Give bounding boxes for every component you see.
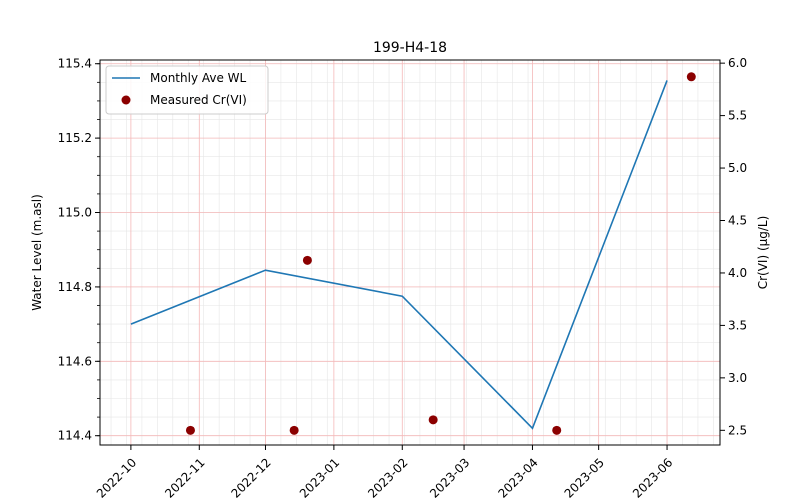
cr6-point — [302, 255, 312, 265]
cr6-point — [428, 415, 438, 425]
right-y-tick-label: 5.0 — [728, 161, 747, 175]
right-axis-label: Cr(VI) (µg/L) — [756, 216, 770, 290]
left-y-tick-label: 114.4 — [58, 429, 92, 443]
x-tick-label: 2023-06 — [630, 455, 675, 500]
water-level-line — [130, 80, 668, 430]
right-y-tick-label: 6.0 — [728, 56, 747, 70]
left-y-tick-label: 115.4 — [58, 57, 92, 71]
left-y-tick-label: 115.2 — [58, 131, 92, 145]
right-y-tick-label: 3.0 — [728, 371, 747, 385]
x-tick-label: 2023-01 — [297, 455, 342, 500]
cr6-point — [552, 425, 562, 435]
right-y-tick-label: 4.0 — [728, 266, 747, 280]
right-y-tick-label: 5.5 — [728, 109, 747, 123]
x-tick-label: 2023-02 — [365, 455, 410, 500]
legend-box — [105, 65, 269, 115]
cr6-point — [289, 425, 299, 435]
left-y-tick-label: 114.8 — [58, 280, 92, 294]
legend-marker-swatch — [121, 95, 131, 105]
legend: Monthly Ave WL Measured Cr(VI) — [105, 65, 269, 115]
cr6-point — [686, 72, 696, 82]
series-layer — [130, 72, 696, 435]
right-y-tick-label: 3.5 — [728, 318, 747, 332]
x-tick-label: 2022-12 — [228, 455, 273, 500]
chart-title: 199-H4-18 — [373, 40, 447, 56]
right-y-tick-label: 2.5 — [728, 423, 747, 437]
x-tick-label: 2022-10 — [94, 455, 139, 500]
legend-label: Measured Cr(VI) — [150, 93, 247, 107]
left-y-tick-label: 115.0 — [58, 206, 92, 220]
left-axis-label: Water Level (m.asl) — [30, 194, 44, 311]
grid — [100, 60, 720, 445]
x-tick-label: 2023-03 — [427, 455, 472, 500]
x-tick-label: 2022-11 — [162, 455, 207, 500]
x-tick-label: 2023-05 — [562, 455, 607, 500]
legend-label: Monthly Ave WL — [150, 71, 247, 85]
left-y-tick-label: 114.6 — [58, 354, 92, 368]
plot-frame — [99, 59, 721, 446]
right-y-tick-label: 4.5 — [728, 214, 747, 228]
cr6-point — [185, 425, 195, 435]
x-tick-label: 2023-04 — [495, 455, 540, 500]
